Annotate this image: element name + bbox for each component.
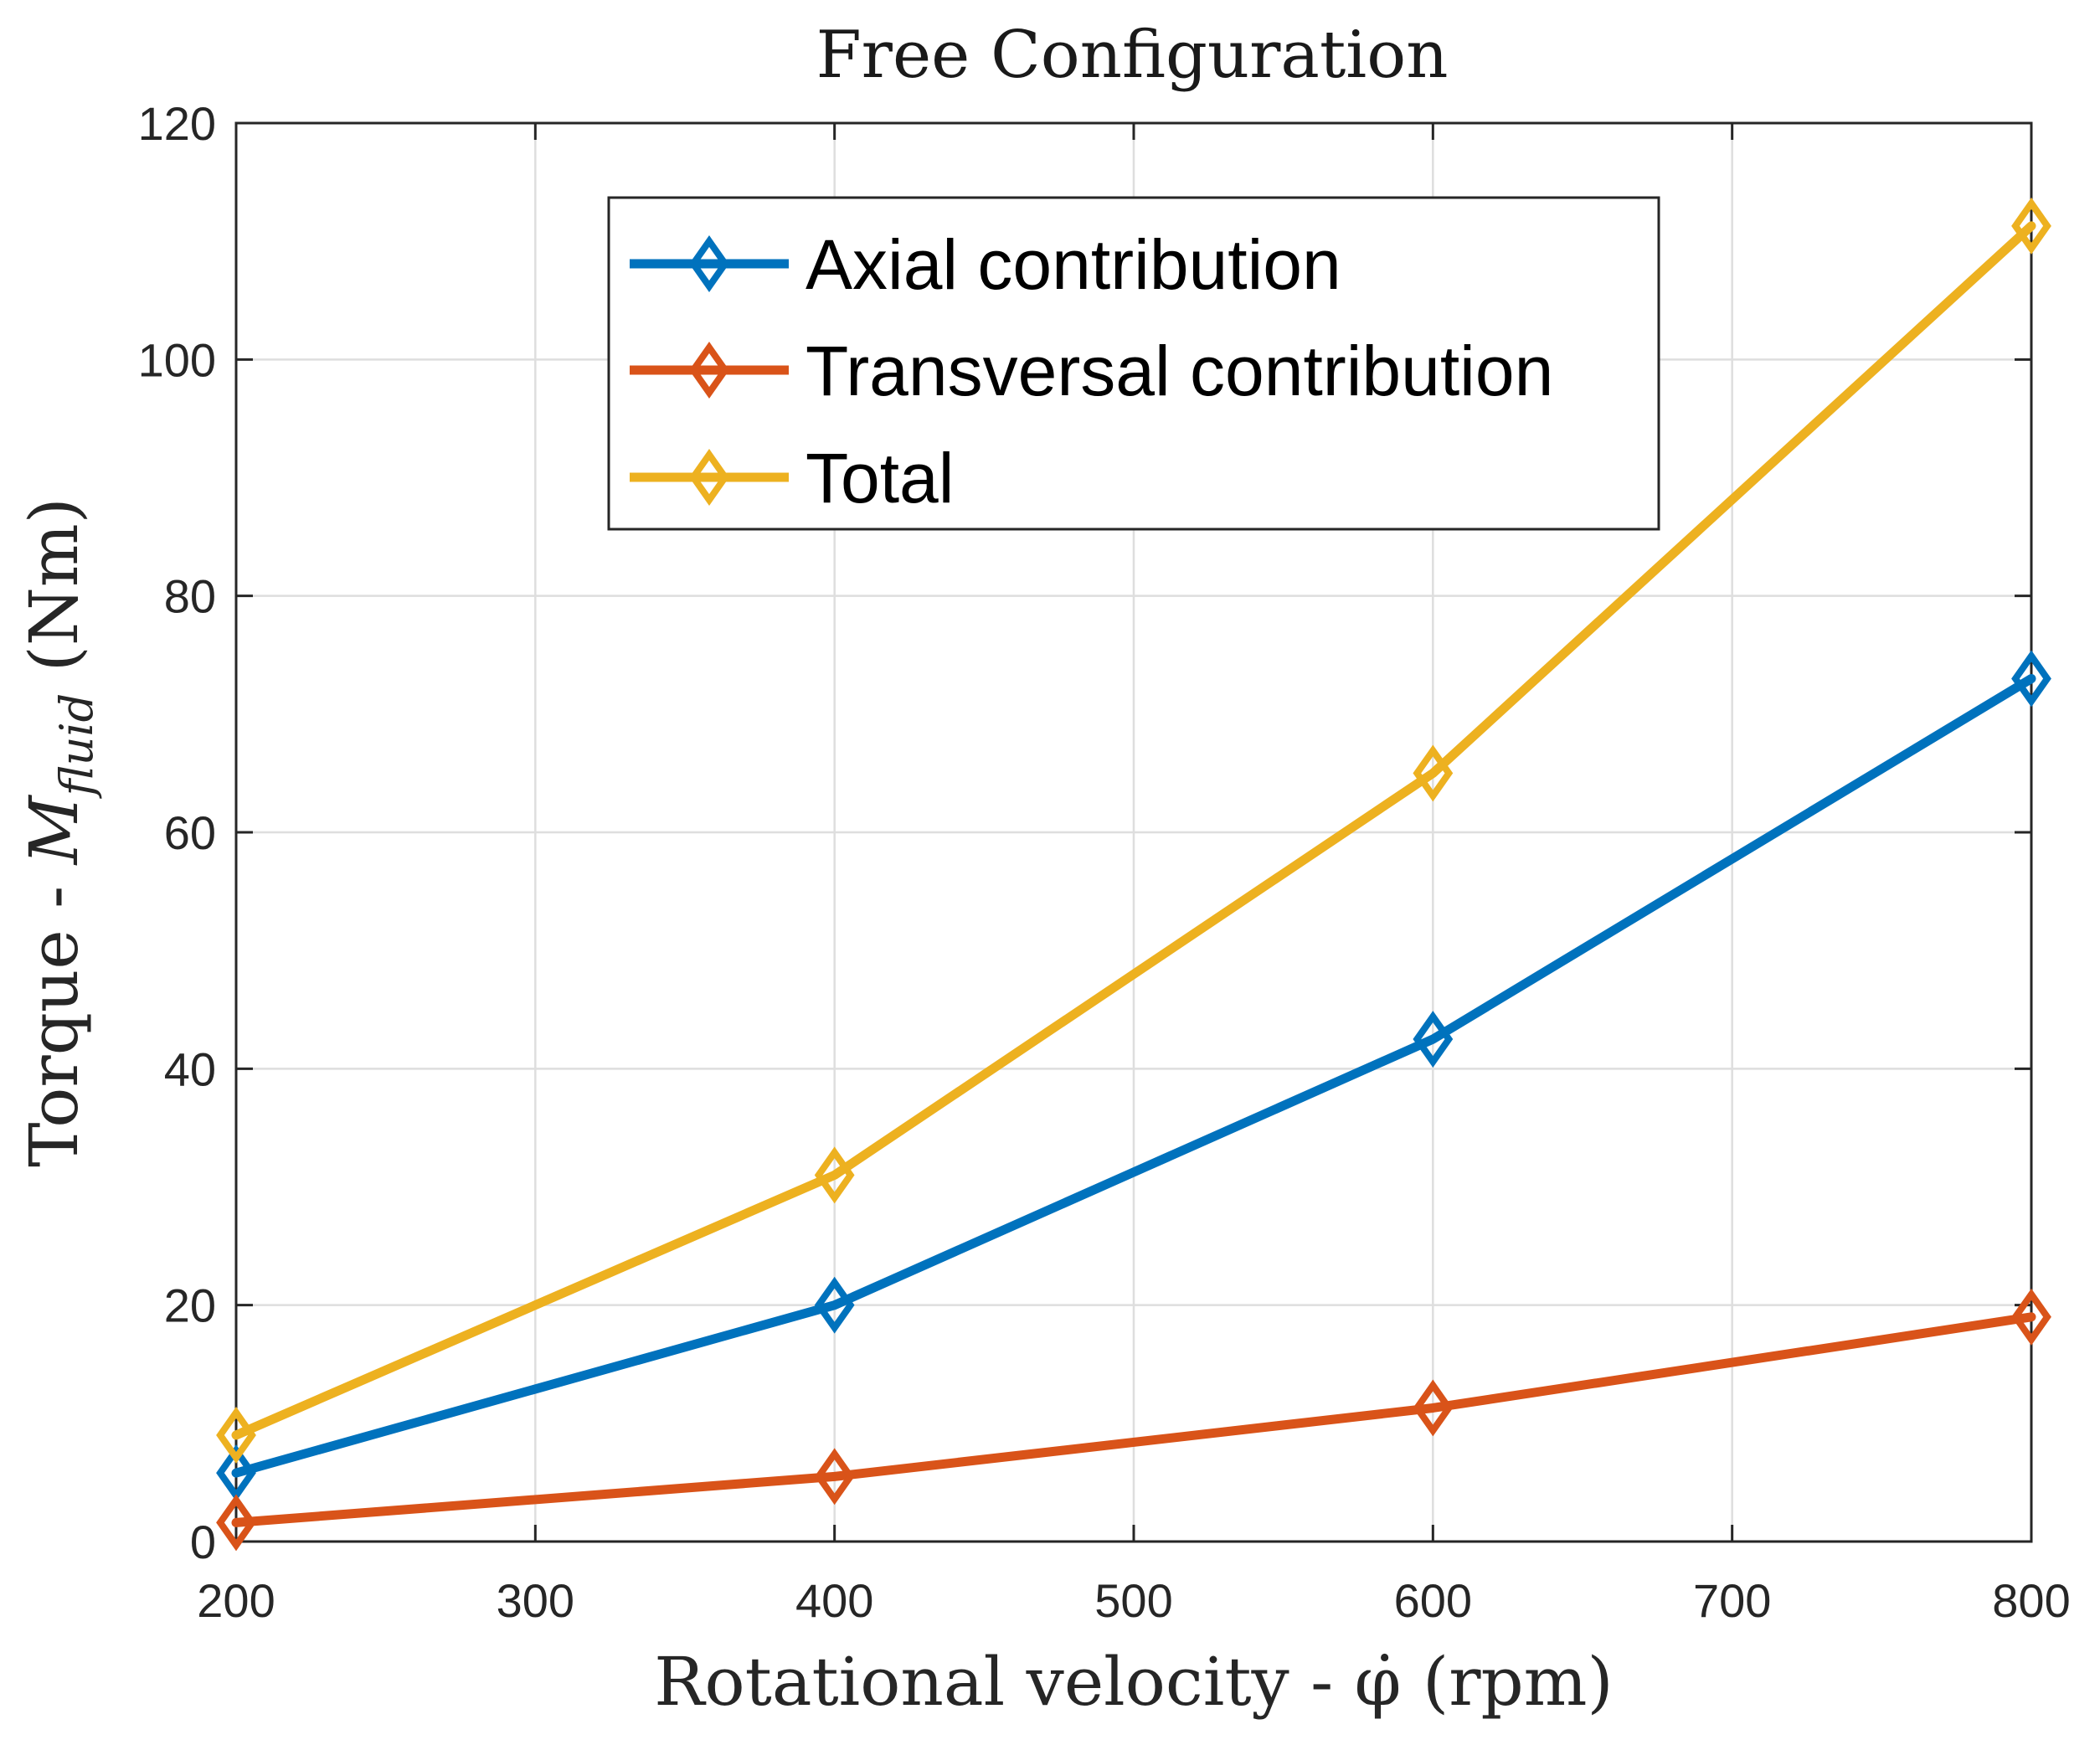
x-axis-label: Rotational velocity - φ̇ (rpm) (654, 1643, 1613, 1721)
series-line (231, 1312, 2036, 1527)
y-tick-label: 120 (138, 97, 216, 150)
y-tick-label: 40 (164, 1042, 216, 1095)
x-tick-label: 500 (1094, 1574, 1172, 1627)
y-tick-labels: 0 20 40 60 80 100 120 (138, 97, 216, 1568)
series-line (231, 673, 2036, 1478)
legend-entry: Transversal contribution (630, 332, 1553, 410)
y-tick-label: 80 (164, 570, 216, 623)
series-total (216, 197, 2051, 1464)
legend-label: Total (806, 439, 954, 517)
series-transversal-contribution (216, 1288, 2051, 1552)
y-axis-label-suffix: (Nm) (15, 497, 93, 693)
y-tick-label: 60 (164, 806, 216, 859)
y-tick-label: 20 (164, 1279, 216, 1332)
series-layer (216, 197, 2051, 1552)
y-axis-label-prefix: Torque - (15, 864, 93, 1167)
y-axis-label: Torque - Mfluid (Nm) (15, 497, 103, 1167)
data-point (1413, 1379, 1454, 1437)
legend-label: Transversal contribution (806, 332, 1553, 410)
x-tick-label: 800 (1992, 1574, 2070, 1627)
data-point (2011, 1288, 2051, 1346)
legend-marker (689, 235, 729, 292)
x-tick-labels: 200 300 400 500 600 700 800 (197, 1574, 2070, 1627)
legend-label: Axial contribution (806, 225, 1341, 304)
data-point (216, 1406, 256, 1464)
y-axis-label-sub: fluid (50, 693, 103, 800)
legend-marker (689, 449, 729, 506)
x-tick-label: 700 (1693, 1574, 1771, 1627)
chart-title: Free Configuration (816, 18, 1449, 93)
legend-entry: Axial contribution (630, 225, 1341, 304)
x-tick-label: 200 (197, 1574, 275, 1627)
x-tick-label: 400 (795, 1574, 873, 1627)
series-line (231, 221, 2036, 1440)
data-point (216, 1494, 256, 1552)
x-tick-label: 300 (497, 1574, 574, 1627)
y-tick-label: 100 (138, 333, 216, 386)
data-point (2011, 650, 2051, 708)
legend-marker (689, 342, 729, 399)
data-point (1413, 744, 1454, 802)
data-point (814, 1276, 855, 1334)
data-point (814, 1448, 855, 1506)
y-axis-label-var: M (15, 794, 93, 866)
data-point (2011, 197, 2051, 255)
y-tick-label: 0 (190, 1516, 216, 1568)
data-point (814, 1146, 855, 1204)
legend: Axial contribution Transversal contributi… (607, 196, 1660, 531)
data-point (1413, 1011, 1454, 1068)
x-tick-label: 600 (1394, 1574, 1472, 1627)
axis-ticks (234, 121, 2033, 1543)
legend-entry: Total (630, 439, 954, 517)
